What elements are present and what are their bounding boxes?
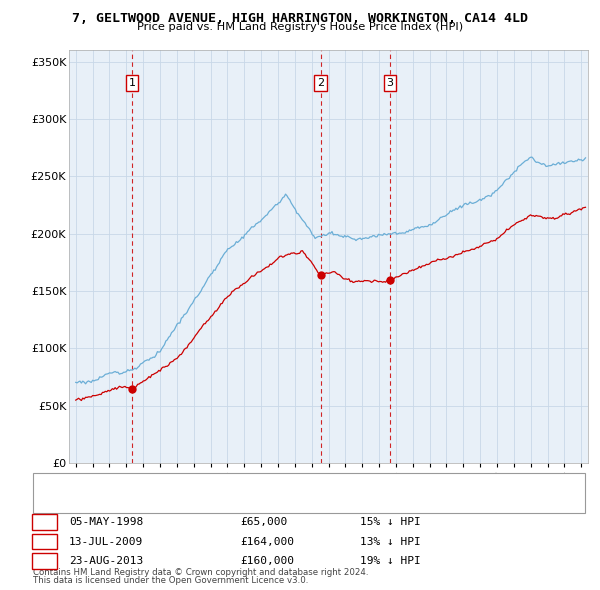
Text: 2: 2 — [41, 537, 48, 546]
Text: 1: 1 — [128, 78, 136, 88]
Text: Price paid vs. HM Land Registry's House Price Index (HPI): Price paid vs. HM Land Registry's House … — [137, 22, 463, 32]
Text: £160,000: £160,000 — [240, 556, 294, 566]
Text: 3: 3 — [41, 556, 48, 566]
Text: £65,000: £65,000 — [240, 517, 287, 527]
Text: 13-JUL-2009: 13-JUL-2009 — [69, 537, 143, 546]
Text: 13% ↓ HPI: 13% ↓ HPI — [360, 537, 421, 546]
Text: 05-MAY-1998: 05-MAY-1998 — [69, 517, 143, 527]
Text: ———: ——— — [39, 496, 64, 510]
Text: 3: 3 — [386, 78, 394, 88]
Text: ———: ——— — [39, 476, 64, 490]
Text: 2: 2 — [317, 78, 324, 88]
Text: 23-AUG-2013: 23-AUG-2013 — [69, 556, 143, 566]
Text: Contains HM Land Registry data © Crown copyright and database right 2024.: Contains HM Land Registry data © Crown c… — [33, 568, 368, 577]
Text: 19% ↓ HPI: 19% ↓ HPI — [360, 556, 421, 566]
Text: HPI: Average price, detached house, Cumberland: HPI: Average price, detached house, Cumb… — [81, 499, 315, 508]
Text: £164,000: £164,000 — [240, 537, 294, 546]
Text: This data is licensed under the Open Government Licence v3.0.: This data is licensed under the Open Gov… — [33, 576, 308, 585]
Text: 7, GELTWOOD AVENUE, HIGH HARRINGTON, WORKINGTON, CA14 4LD (detached house): 7, GELTWOOD AVENUE, HIGH HARRINGTON, WOR… — [81, 478, 497, 488]
Text: 15% ↓ HPI: 15% ↓ HPI — [360, 517, 421, 527]
Text: 7, GELTWOOD AVENUE, HIGH HARRINGTON, WORKINGTON, CA14 4LD: 7, GELTWOOD AVENUE, HIGH HARRINGTON, WOR… — [72, 12, 528, 25]
Text: 1: 1 — [41, 517, 48, 527]
